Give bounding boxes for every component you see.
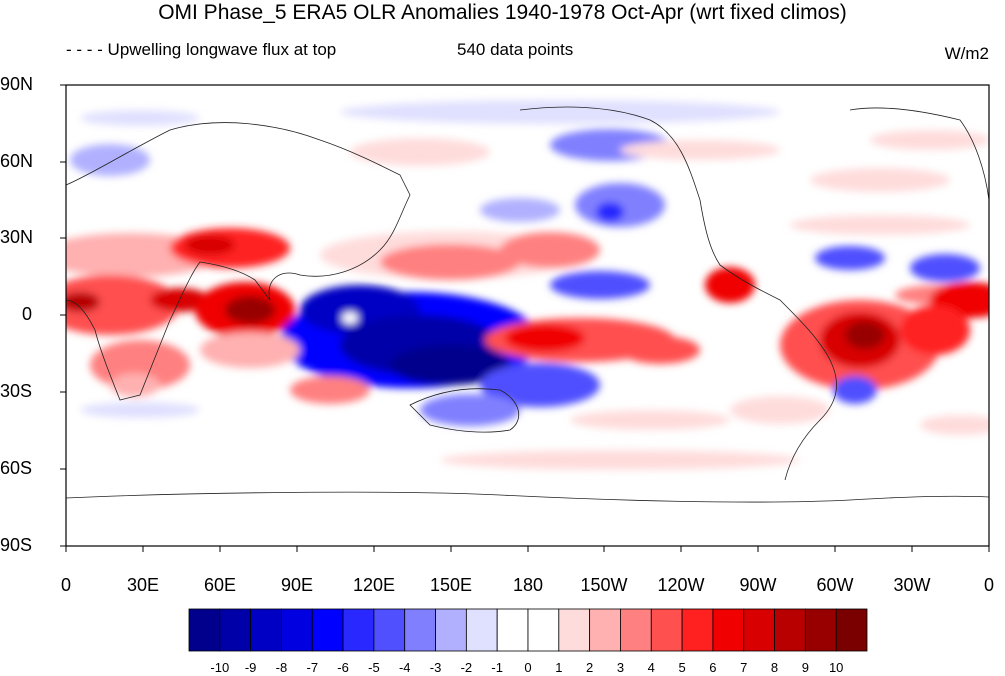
lon-label: 150W bbox=[580, 575, 628, 595]
colorbar-swatch bbox=[558, 608, 591, 652]
colorbar-swatch bbox=[774, 608, 806, 652]
colorbar-label: 5 bbox=[678, 660, 686, 675]
colorbar-swatch bbox=[435, 608, 467, 652]
colorbar-label: -6 bbox=[337, 660, 349, 675]
colorbar-swatch bbox=[281, 608, 313, 652]
lon-label: 30E bbox=[126, 575, 160, 595]
lon-label: 90W bbox=[739, 575, 777, 595]
lat-label: 60N bbox=[0, 151, 34, 171]
colorbar-label: 8 bbox=[770, 660, 779, 675]
map-title: OMI Phase_5 ERA5 OLR Anomalies 1940-1978… bbox=[158, 1, 847, 24]
lat-label: 0 bbox=[22, 304, 33, 324]
lon-label: 0 bbox=[60, 575, 72, 595]
colorbar-swatch bbox=[496, 608, 529, 652]
colorbar-swatch bbox=[620, 608, 652, 652]
colorbar-swatch bbox=[681, 608, 714, 652]
data-points-label: 540 data points bbox=[457, 40, 574, 59]
colorbar-swatch bbox=[743, 608, 775, 652]
lat-label: 90N bbox=[0, 74, 34, 94]
colorbar-swatch bbox=[404, 608, 436, 652]
lon-label: 120E bbox=[352, 575, 396, 595]
colorbar-swatch bbox=[219, 608, 252, 652]
variable-label: - - - - Upwelling longwave flux at top bbox=[66, 40, 337, 59]
colorbar-label: -4 bbox=[398, 660, 411, 675]
lat-label: 60S bbox=[0, 458, 33, 478]
colorbar-swatch bbox=[311, 608, 344, 652]
colorbar-label: -5 bbox=[368, 660, 380, 675]
coastlines bbox=[66, 106, 989, 503]
colorbar-label: -10 bbox=[210, 660, 230, 675]
colorbar-swatch bbox=[835, 608, 868, 652]
colorbar-label: 0 bbox=[524, 660, 532, 675]
lon-label: 30W bbox=[893, 575, 931, 595]
lon-label: 180 bbox=[512, 575, 544, 595]
colorbar-label: -7 bbox=[306, 660, 319, 675]
axis-ticks bbox=[60, 84, 990, 552]
colorbar-label: 1 bbox=[555, 660, 563, 675]
colorbar-label: -1 bbox=[491, 660, 503, 675]
lon-label: 60W bbox=[816, 575, 854, 595]
lon-label: 0 bbox=[983, 575, 995, 595]
lat-label: 90S bbox=[0, 535, 33, 555]
lon-label: 90E bbox=[280, 575, 314, 595]
lat-label: 30S bbox=[0, 381, 33, 401]
colorbar-label: -8 bbox=[275, 660, 288, 675]
colorbar-label: -3 bbox=[429, 660, 442, 675]
colorbar-swatch bbox=[527, 608, 560, 652]
lon-label: 60E bbox=[203, 575, 237, 595]
colorbar-label: 2 bbox=[586, 660, 594, 675]
colorbar-swatch bbox=[342, 608, 375, 652]
units-label: W/m2 bbox=[944, 44, 989, 63]
colorbar-label: -2 bbox=[460, 660, 473, 675]
colorbar-swatch bbox=[250, 608, 282, 652]
anomaly-field bbox=[66, 100, 989, 503]
colorbar-swatch bbox=[465, 608, 498, 652]
colorbar-label: 4 bbox=[647, 660, 655, 675]
colorbar-swatch bbox=[804, 608, 837, 652]
colorbar-swatch bbox=[373, 608, 406, 652]
colorbar-swatch bbox=[188, 608, 221, 652]
colorbar-swatch bbox=[650, 608, 683, 652]
colorbar-label: 7 bbox=[740, 660, 748, 675]
colorbar-label: 10 bbox=[828, 660, 844, 675]
colorbar-label: 9 bbox=[801, 660, 809, 675]
colorbar-label: 6 bbox=[709, 660, 717, 675]
lon-label: 120W bbox=[657, 575, 705, 595]
lon-label: 150E bbox=[429, 575, 473, 595]
colorbar-swatch bbox=[589, 608, 621, 652]
colorbar bbox=[188, 608, 868, 652]
lat-label: 30N bbox=[0, 227, 34, 247]
colorbar-swatch bbox=[712, 608, 745, 652]
colorbar-label: 3 bbox=[616, 660, 625, 675]
colorbar-label: -9 bbox=[244, 660, 257, 675]
